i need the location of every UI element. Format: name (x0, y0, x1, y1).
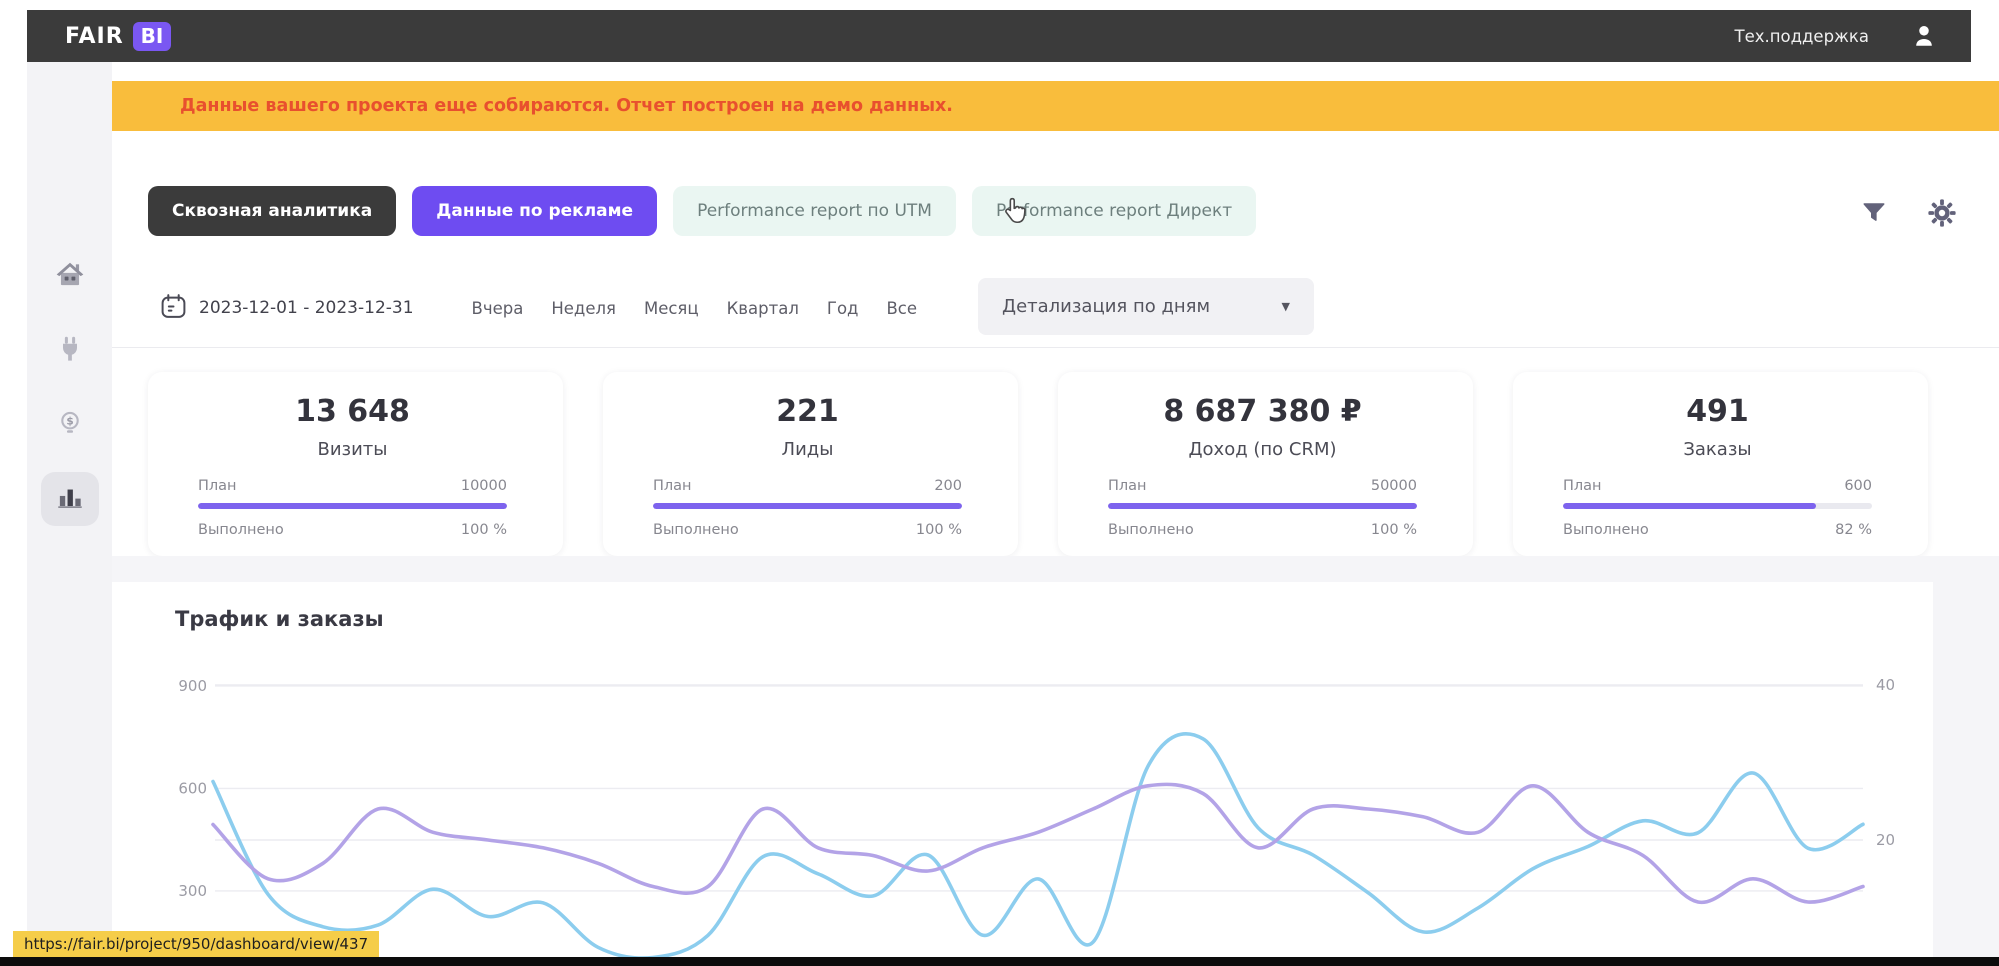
granularity-value: Детализация по дням (1002, 296, 1211, 317)
report-toolbar (1857, 196, 1959, 230)
section-gap (112, 556, 1999, 582)
settings-gear-icon[interactable] (1925, 196, 1959, 230)
plan-label: План (198, 478, 237, 494)
range-nedelya[interactable]: Неделя (551, 298, 616, 318)
date-range-picker[interactable]: 2023-12-01 - 2023-12-31 (160, 293, 414, 324)
plan-value: 10000 (460, 478, 507, 494)
progress-track (198, 503, 507, 509)
plan-label: План (1108, 478, 1147, 494)
kpi-value: 13 648 (295, 394, 410, 429)
plan-label: План (1563, 478, 1602, 494)
user-icon[interactable] (1907, 19, 1941, 53)
plug-icon (56, 335, 84, 367)
mouse-cursor (1002, 196, 1029, 230)
kpi-card-visits: 13 648 Визиты План 10000 Выполнено 100 % (148, 372, 563, 556)
sidebar-item-ideas[interactable]: $ (41, 398, 99, 452)
filter-row: 2023-12-01 - 2023-12-31 Вчера Неделя Мес… (160, 278, 1314, 336)
kpi-card-revenue: 8 687 380 ₽ Доход (по CRM) План 50000 Вып… (1058, 372, 1473, 556)
date-range-value: 2023-12-01 - 2023-12-31 (199, 298, 414, 318)
progress-fill (198, 503, 507, 509)
demo-data-banner: Данные вашего проекта еще собираются. От… (112, 81, 1999, 131)
bar-chart-icon (54, 481, 86, 517)
chevron-down-icon: ▼ (1281, 300, 1290, 313)
filter-funnel-icon[interactable] (1857, 196, 1891, 230)
report-tabs: Сквозная аналитика Данные по рекламе Per… (148, 186, 1257, 236)
bulb-icon: $ (56, 409, 84, 441)
brand-bi-badge: BI (132, 21, 172, 51)
kpi-label: Доход (по CRM) (1188, 439, 1337, 460)
sidebar-item-reports[interactable] (40, 472, 99, 526)
browser-status-url: https://fair.bi/project/950/dashboard/vi… (13, 931, 380, 957)
bottom-edge-bar (0, 957, 1999, 966)
tab-skvoznaya-analitika[interactable]: Сквозная аналитика (148, 186, 397, 236)
kpi-value: 491 (1686, 394, 1749, 429)
done-value: 82 % (1835, 522, 1872, 538)
navbar-right: Тех.поддержка (1734, 19, 1941, 53)
range-mesyac[interactable]: Месяц (643, 298, 699, 318)
progress-track (653, 503, 962, 509)
done-value: 100 % (915, 522, 962, 538)
traffic-orders-chart-card (112, 582, 1933, 957)
top-navbar: FAIR BI Тех.поддержка (27, 10, 1971, 62)
range-vse[interactable]: Все (886, 298, 917, 318)
brand-fair-text: FAIR (65, 23, 124, 49)
kpi-label: Визиты (317, 439, 388, 460)
progress-fill (653, 503, 962, 509)
kpi-label: Лиды (781, 439, 834, 460)
progress-fill (1108, 503, 1417, 509)
done-value: 100 % (460, 522, 507, 538)
svg-text:$: $ (66, 416, 73, 428)
kpi-card-leads: 221 Лиды План 200 Выполнено 100 % (603, 372, 1018, 556)
chart-title: Трафик и заказы (175, 607, 384, 631)
kpi-value: 221 (776, 394, 839, 429)
done-label: Выполнено (1108, 522, 1194, 538)
kpi-label: Заказы (1683, 439, 1752, 460)
plan-value: 50000 (1370, 478, 1417, 494)
filter-divider (112, 347, 1999, 348)
sidebar-item-home[interactable] (41, 250, 99, 304)
kpi-value: 8 687 380 ₽ (1163, 394, 1362, 429)
granularity-select[interactable]: Детализация по дням ▼ (978, 278, 1314, 335)
done-label: Выполнено (1563, 522, 1649, 538)
plan-value: 600 (1844, 478, 1872, 494)
range-vchera[interactable]: Вчера (471, 298, 524, 318)
sidebar-item-integrations[interactable] (41, 324, 99, 378)
range-god[interactable]: Год (826, 298, 859, 318)
progress-track (1108, 503, 1417, 509)
done-value: 100 % (1370, 522, 1417, 538)
support-link[interactable]: Тех.поддержка (1734, 26, 1869, 46)
progress-track (1563, 503, 1872, 509)
banner-message: Данные вашего проекта еще собираются. От… (180, 96, 953, 116)
plan-value: 200 (934, 478, 962, 494)
left-sidebar: $ (27, 62, 112, 957)
page-right-strip (1933, 582, 1999, 957)
progress-fill (1563, 503, 1817, 509)
done-label: Выполнено (198, 522, 284, 538)
tab-dannye-po-reklame[interactable]: Данные по рекламе (412, 186, 658, 236)
quick-ranges: Вчера Неделя Месяц Квартал Год Все (472, 299, 917, 318)
plan-label: План (653, 478, 692, 494)
range-kvartal[interactable]: Квартал (726, 298, 799, 318)
tab-performance-utm[interactable]: Performance report по UTM (673, 186, 956, 236)
kpi-card-orders: 491 Заказы План 600 Выполнено 82 % (1513, 372, 1928, 556)
home-icon (54, 259, 86, 295)
calendar-icon (160, 293, 187, 324)
brand-logo: FAIR BI (65, 21, 172, 51)
done-label: Выполнено (653, 522, 739, 538)
